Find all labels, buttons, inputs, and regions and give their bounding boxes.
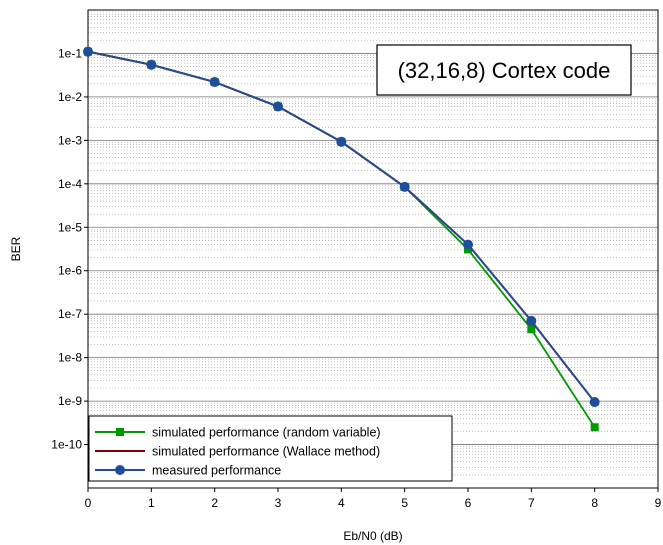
- x-tick-label: 0: [85, 496, 92, 510]
- x-tick-label: 9: [655, 496, 662, 510]
- y-tick-label: 1e-9: [58, 394, 82, 408]
- x-tick-label: 3: [275, 496, 282, 510]
- y-tick-label: 1e-10: [51, 438, 82, 452]
- annotation-box: (32,16,8) Cortex code: [376, 44, 632, 96]
- y-tick-label: 1e-7: [58, 307, 82, 321]
- x-tick-label: 8: [591, 496, 598, 510]
- y-tick-label: 1e-3: [58, 133, 82, 147]
- y-axis-label: BER: [9, 236, 23, 261]
- y-tick-label: 1e-2: [58, 90, 82, 104]
- data-point: [273, 101, 283, 112]
- annotation-text: (32,16,8) Cortex code: [398, 58, 611, 83]
- axis-ticks: 0 1 2 3 4 5 6 7 8 9 1e-1 1e-2 1e-3 1e-4 1e-5 1e-6 1e-7 1e…: [51, 46, 661, 510]
- x-tick-label: 4: [338, 496, 345, 510]
- data-point: [589, 397, 600, 408]
- x-tick-label: 2: [211, 496, 218, 510]
- legend-label: simulated performance (random variable): [152, 426, 381, 440]
- data-point: [590, 423, 599, 432]
- x-tick-label: 5: [401, 496, 408, 510]
- data-point: [146, 59, 157, 70]
- data-point: [83, 46, 93, 57]
- plot-frame: [87, 9, 659, 489]
- y-tick-label: 1e-8: [58, 351, 82, 365]
- legend-label: simulated performance (Wallace method): [152, 445, 380, 459]
- y-tick-label: 1e-4: [58, 177, 82, 191]
- data-point: [399, 181, 410, 192]
- data-point: [527, 325, 536, 334]
- legend-swatch-marker: [115, 465, 125, 475]
- legend-frame: [88, 415, 453, 482]
- x-tick-label: 6: [465, 496, 472, 510]
- y-tick-label: 1e-6: [58, 264, 82, 278]
- data-point: [463, 239, 473, 250]
- legend-swatch-marker: [116, 428, 124, 436]
- legend-label: measured performance: [152, 464, 281, 478]
- x-tick-label: 7: [528, 496, 535, 510]
- data-point: [526, 315, 537, 326]
- legend: simulated performance (random variable) s…: [88, 415, 453, 482]
- x-axis-label: Eb/N0 (dB): [343, 529, 402, 543]
- x-tick-label: 1: [148, 496, 155, 510]
- series: [83, 46, 600, 432]
- y-tick-label: 1e-5: [58, 220, 82, 234]
- y-tick-label: 1e-1: [58, 46, 82, 60]
- data-point: [336, 136, 347, 147]
- data-point: [209, 77, 220, 88]
- annotation-frame: [376, 44, 632, 96]
